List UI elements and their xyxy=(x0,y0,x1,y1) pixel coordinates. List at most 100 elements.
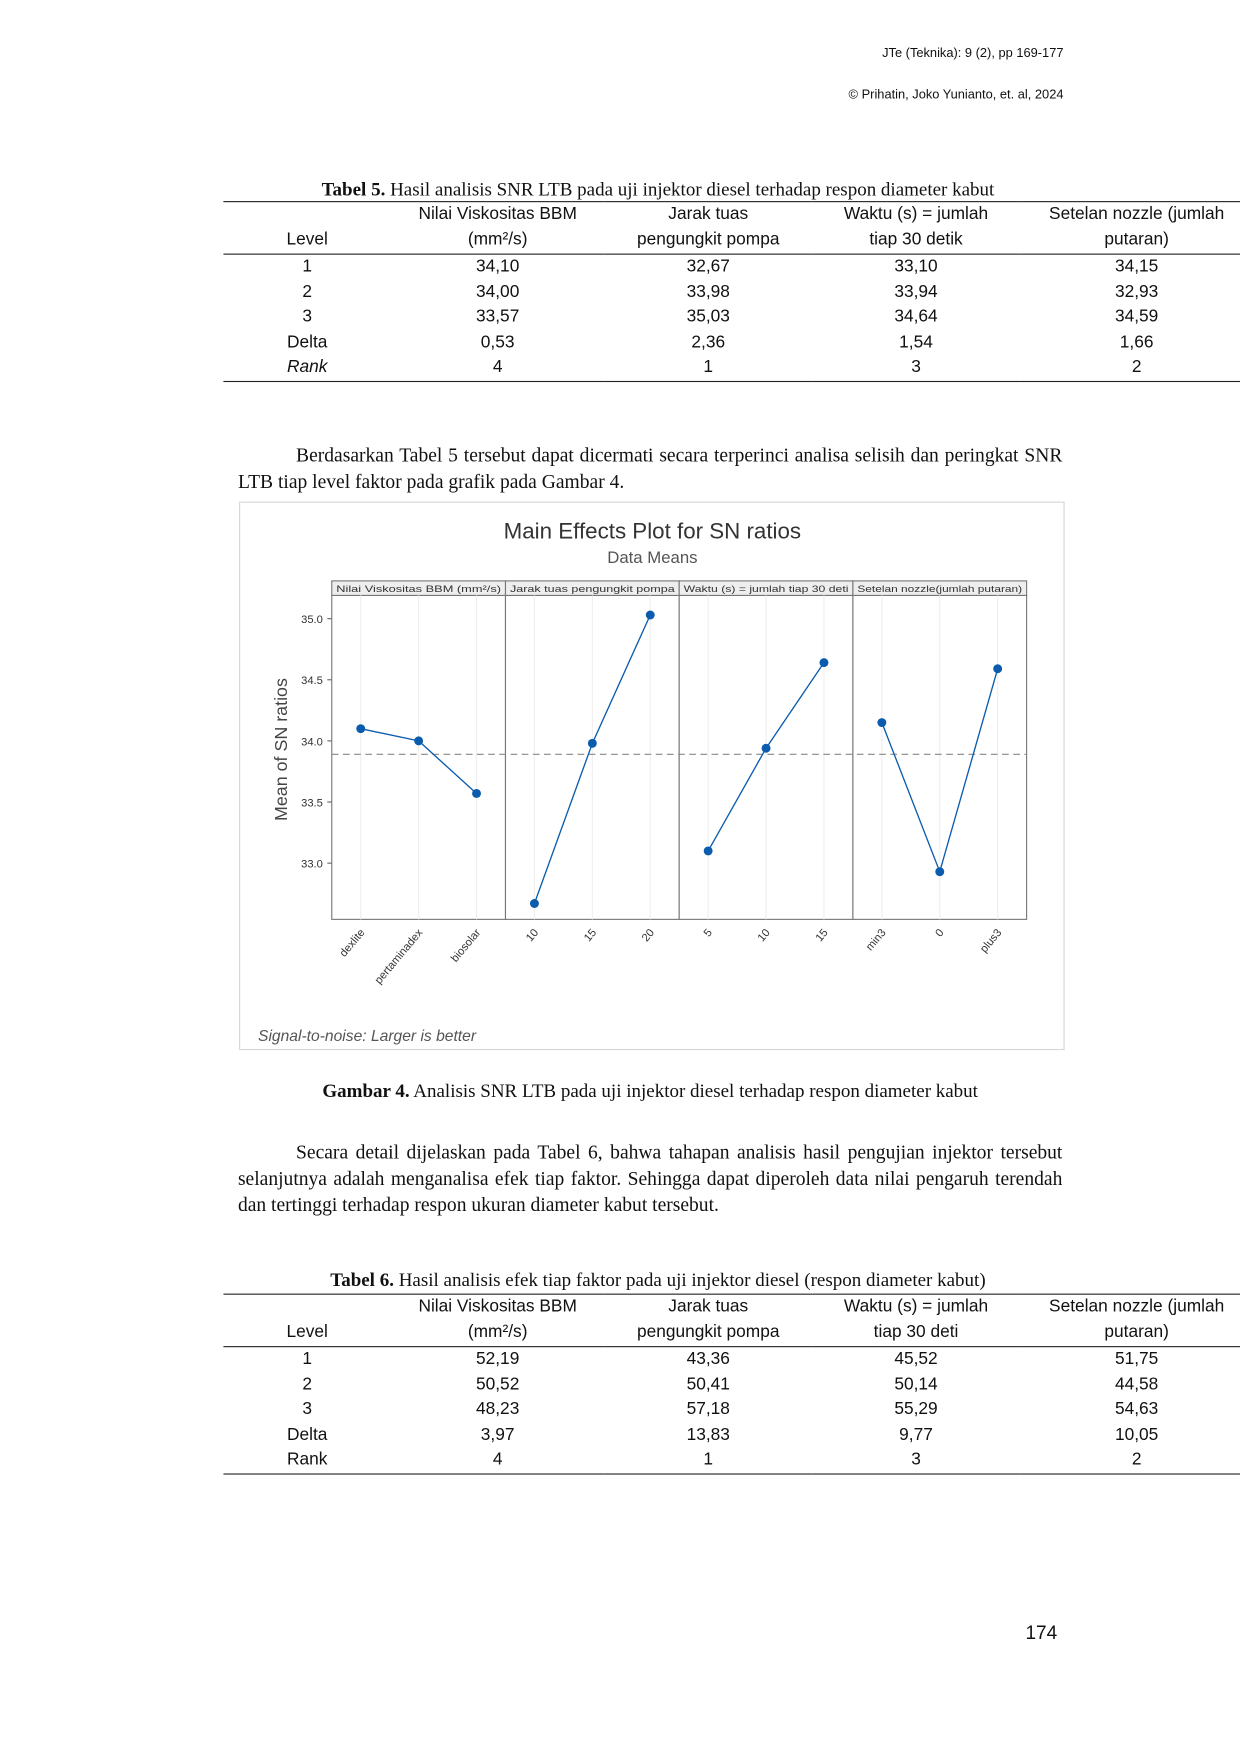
table-caption: Tabel 6. Hasil analisis efek tiap faktor… xyxy=(223,1269,1092,1291)
table-cell: Delta xyxy=(286,332,328,352)
table-cell: 3 xyxy=(302,307,313,327)
footnote: Signal-to-noise: Larger is better xyxy=(258,1028,477,1045)
data-point xyxy=(703,846,713,856)
table-header: Level Nilai Viskositas BBM (mm²/s) Jarak t… xyxy=(223,201,1240,255)
header-cell: Waktu (s) = jumlah tiap 30 detik xyxy=(812,201,1020,255)
table-row: 1 52,19 43,36 45,52 51,75 xyxy=(223,1347,1240,1373)
table-cell: 48,23 xyxy=(475,1399,520,1419)
table-cell: 2 xyxy=(302,1374,313,1394)
table-cell: 1 xyxy=(302,256,313,276)
table-cell: 34,15 xyxy=(1114,256,1159,276)
data-point xyxy=(935,867,945,877)
table-cell: 33,10 xyxy=(894,256,938,276)
data-point xyxy=(356,724,366,734)
table-cell: 34,10 xyxy=(475,256,520,276)
table-cell: 3 xyxy=(812,1447,1020,1475)
header-row: Level Nilai Viskositas BBM (mm²/s) Jarak t… xyxy=(223,1294,1240,1348)
x-tick-label: 20 xyxy=(640,927,657,944)
header-cell: Jarak tuas pengungkit pompa xyxy=(604,201,813,255)
header-cell: Level xyxy=(223,1294,391,1348)
table-cell: 43,36 xyxy=(686,1349,730,1369)
table-row: 2 34,00 33,98 33,94 32,93 xyxy=(223,280,1240,305)
data-point xyxy=(414,736,424,746)
header-row: Level Nilai Viskositas BBM (mm²/s) Jarak t… xyxy=(223,201,1240,255)
table-cell: 34,59 xyxy=(1114,307,1159,327)
data-point xyxy=(529,899,539,908)
caption-label: Gambar 4. xyxy=(322,1080,410,1102)
x-tick-label: pertaminadex xyxy=(373,927,426,987)
table-cell: 1,54 xyxy=(899,332,933,352)
table-row: 3 33,57 35,03 34,64 34,59 xyxy=(223,305,1240,330)
figure: Main Effects Plot for SN ratios Data Mean… xyxy=(239,501,1065,1051)
chart: Main Effects Plot for SN ratios Data Mean… xyxy=(258,518,1028,1045)
table-cell: 55,29 xyxy=(894,1399,938,1419)
table-cell: 33,57 xyxy=(475,307,520,327)
figure-caption: Gambar 4. Analisis SNR LTB pada uji inje… xyxy=(238,1080,1062,1102)
table-cell: 2 xyxy=(1019,355,1240,382)
header-cell: Level xyxy=(223,201,391,255)
table-cell: 52,19 xyxy=(475,1349,520,1369)
table-cell: 1 xyxy=(302,1349,313,1369)
table-row: Rank 4 1 3 2 xyxy=(223,1447,1240,1475)
table-cell: Rank xyxy=(223,355,391,382)
x-tick-label: 10 xyxy=(756,927,773,944)
journal-info: JTe (Teknika): 9 (2), pp 169-177 xyxy=(882,46,1064,61)
table-cell: Delta xyxy=(286,1424,328,1444)
table-cell: 51,75 xyxy=(1114,1349,1159,1369)
chart-title: Main Effects Plot for SN ratios xyxy=(504,518,801,543)
table-cell: 50,41 xyxy=(686,1374,730,1394)
data-point xyxy=(819,658,829,668)
y-tick-label: 34.0 xyxy=(301,736,323,748)
table-row: 2 50,52 50,41 50,14 44,58 xyxy=(223,1372,1240,1397)
x-tick-label: biosolar xyxy=(449,927,483,965)
data-point xyxy=(645,610,655,620)
panel-title: Setelan nozzle(jumlah putaran) xyxy=(857,584,1022,595)
table-cell: Rank xyxy=(223,1447,391,1475)
table-row: 3 48,23 57,18 55,29 54,63 xyxy=(223,1397,1240,1422)
y-tick-label: 34.5 xyxy=(301,675,323,687)
y-axis-label: Mean of SN ratios xyxy=(271,678,291,821)
header-cell: Waktu (s) = jumlah tiap 30 deti xyxy=(812,1294,1020,1348)
table: Level Nilai Viskositas BBM (mm²/s) Jarak t… xyxy=(223,1294,1240,1475)
table-cell: 9,77 xyxy=(899,1424,933,1444)
table-cell: 34,64 xyxy=(894,307,938,327)
table-cell: 45,52 xyxy=(894,1349,938,1369)
panel-title: Nilai Viskositas BBM (mm²/s) xyxy=(336,584,501,595)
table-row: Rank 4 1 3 2 xyxy=(223,355,1240,382)
header-cell: Setelan nozzle (jumlah putaran) xyxy=(1019,201,1240,255)
chart-subtitle: Data Means xyxy=(607,548,697,567)
table-body: 1 34,10 32,67 33,10 34,15 2 34,00 33,98 33,94 32,… xyxy=(223,254,1240,382)
caption-label: Tabel 6. xyxy=(330,1269,394,1291)
table-cell: 2,36 xyxy=(691,332,726,352)
caption-text: Hasil analisis SNR LTB pada uji injektor… xyxy=(390,178,995,200)
header-cell: Nilai Viskositas BBM (mm²/s) xyxy=(390,201,605,255)
table-cell: 44,58 xyxy=(1114,1374,1159,1394)
y-tick-label: 35.0 xyxy=(301,614,323,626)
table-cell: 2 xyxy=(1019,1447,1240,1475)
table: Level Nilai Viskositas BBM (mm²/s) Jarak t… xyxy=(223,201,1240,382)
table-cell: 4 xyxy=(390,1447,605,1475)
table-body: 1 52,19 43,36 45,52 51,75 2 50,52 50,41 50,14 44,… xyxy=(223,1347,1240,1475)
table-cell: 1 xyxy=(604,355,813,382)
data-point xyxy=(761,743,771,753)
table-cell: 1,66 xyxy=(1119,332,1154,352)
header-cell: Nilai Viskositas BBM (mm²/s) xyxy=(390,1294,605,1348)
paragraph: Secara detail dijelaskan pada Tabel 6, b… xyxy=(237,1140,1063,1216)
x-tick-label: dexlite xyxy=(338,927,368,959)
data-point xyxy=(587,738,597,748)
panel-title: Waktu (s) = jumlah tiap 30 deti xyxy=(684,584,849,595)
x-tick-label: min3 xyxy=(864,927,889,953)
y-tick-label: 33.0 xyxy=(301,859,323,871)
x-tick-label: plus3 xyxy=(978,927,1004,955)
data-point xyxy=(472,788,482,798)
table-cell: 35,03 xyxy=(686,307,730,327)
x-tick-label: 15 xyxy=(582,927,599,944)
x-tick-label: 15 xyxy=(814,927,831,944)
table-cell: 54,63 xyxy=(1114,1399,1159,1419)
caption-label: Tabel 5. xyxy=(321,178,386,200)
caption-text: Hasil analisis efek tiap faktor pada uji… xyxy=(398,1269,986,1291)
data-point xyxy=(993,664,1003,674)
y-tick-label: 33.5 xyxy=(301,797,323,809)
table-cell: 50,52 xyxy=(475,1374,520,1394)
